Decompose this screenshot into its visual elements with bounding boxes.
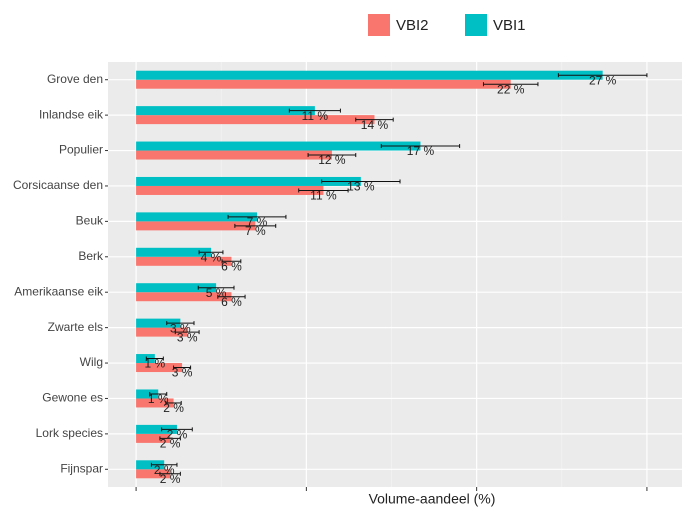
bar [136, 424, 177, 434]
data-label: 7 % [245, 224, 266, 238]
y-tick-label: Beuk [76, 214, 104, 228]
data-label: 2 % [167, 428, 188, 442]
data-label: 11 % [302, 109, 329, 123]
bar [136, 283, 217, 293]
data-label: 2 % [163, 401, 184, 415]
y-tick-label: Corsicaanse den [13, 178, 103, 192]
legend-swatch [368, 14, 390, 36]
y-tick-label: Zwarte els [48, 320, 103, 334]
error-bar [159, 471, 181, 476]
error-bar [557, 73, 648, 78]
error-bar [149, 391, 168, 396]
error-bar [355, 117, 394, 122]
legend-swatch [465, 14, 487, 36]
bar [136, 115, 375, 125]
error-bar [217, 294, 246, 299]
error-bar [198, 250, 224, 255]
bar [136, 141, 421, 151]
y-tick-label: Lork species [36, 426, 103, 440]
bar [136, 106, 315, 116]
error-bar [165, 400, 182, 405]
error-bar [298, 188, 349, 193]
data-label: 4 % [201, 250, 222, 264]
data-label: 7 % [247, 215, 268, 229]
data-label: 3 % [172, 366, 193, 380]
error-bar [173, 365, 192, 370]
error-bar [321, 179, 401, 184]
y-tick-label: Gewone es [42, 391, 103, 405]
bar [136, 469, 171, 479]
data-label: 17 % [407, 144, 435, 158]
error-bar [197, 285, 235, 290]
data-label: 6 % [221, 259, 242, 273]
error-bar [174, 330, 200, 335]
bar [136, 212, 257, 222]
error-bar [380, 144, 461, 149]
bar [136, 318, 181, 328]
bar [136, 354, 155, 364]
y-tick-label: Fijnspar [60, 461, 103, 475]
y-tick-label: Grove den [47, 72, 103, 86]
bar [136, 327, 188, 337]
error-bar [221, 259, 242, 264]
data-label: 3 % [170, 321, 191, 335]
error-bar [234, 223, 277, 228]
bar [136, 247, 212, 257]
data-label: 2 % [160, 472, 181, 486]
y-tick-label: Populier [59, 143, 103, 157]
bar [136, 389, 159, 399]
data-label: 2 % [154, 463, 175, 477]
y-tick-label: Berk [78, 249, 104, 263]
error-bar [166, 321, 195, 326]
bar [136, 256, 232, 266]
error-bar [161, 427, 193, 432]
data-label: 12 % [318, 153, 346, 167]
y-tick-label: Inlandse eik [39, 107, 104, 121]
data-label: 1 % [144, 357, 165, 371]
bar [136, 292, 232, 302]
bar [136, 176, 361, 186]
error-bar [145, 356, 164, 361]
error-bar [159, 436, 181, 441]
data-label: 22 % [497, 82, 525, 96]
data-label: 2 % [160, 437, 181, 451]
data-label: 13 % [347, 180, 375, 194]
bar [136, 79, 511, 89]
x-axis-title: Volume-aandeel (%) [369, 491, 496, 507]
error-bar [150, 462, 178, 467]
y-tick-label: Amerikaanse eik [14, 284, 104, 298]
error-bar [482, 82, 539, 87]
bar [136, 70, 603, 80]
legend-label: VBI1 [493, 17, 526, 34]
bar [136, 433, 171, 443]
y-tick-label: Wilg [80, 355, 103, 369]
panel [108, 62, 682, 487]
data-label: 14 % [361, 118, 389, 132]
bar [136, 185, 324, 195]
data-label: 6 % [221, 295, 242, 309]
data-label: 1 % [148, 392, 169, 406]
data-label: 3 % [177, 330, 198, 344]
bar [136, 363, 183, 373]
bar [136, 398, 174, 408]
data-label: 11 % [310, 189, 337, 203]
bar [136, 221, 256, 231]
error-bar [307, 153, 357, 158]
data-label: 5 % [206, 286, 227, 300]
error-bar [288, 108, 341, 113]
bar [136, 150, 332, 160]
bar [136, 460, 165, 470]
data-label: 27 % [589, 73, 617, 87]
legend-label: VBI2 [396, 17, 429, 34]
error-bar [227, 214, 287, 219]
